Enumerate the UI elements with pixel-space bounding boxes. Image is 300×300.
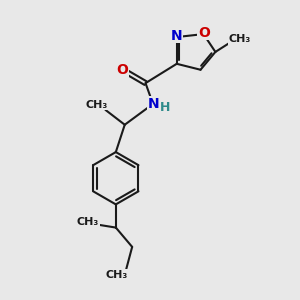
- Text: O: O: [116, 63, 128, 77]
- Text: CH₃: CH₃: [77, 217, 99, 227]
- Text: H: H: [160, 101, 171, 114]
- Text: CH₃: CH₃: [106, 269, 128, 280]
- Text: CH₃: CH₃: [229, 34, 251, 44]
- Text: N: N: [170, 28, 182, 43]
- Text: N: N: [148, 97, 160, 111]
- Text: O: O: [198, 26, 210, 40]
- Text: CH₃: CH₃: [85, 100, 108, 110]
